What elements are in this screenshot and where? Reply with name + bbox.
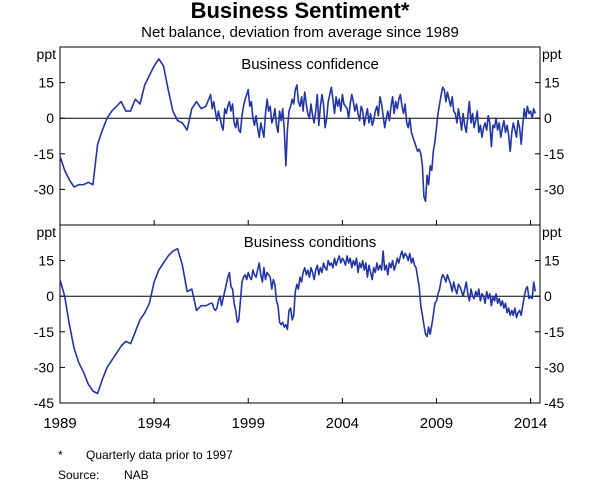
unit-label-left: ppt <box>37 46 57 62</box>
y-tick-label-right: -30 <box>544 359 564 375</box>
panel-title-confidence: Business confidence <box>241 56 379 73</box>
source-label: Source: <box>58 468 100 482</box>
y-tick-label-left: -15 <box>34 146 54 162</box>
unit-label-left: ppt <box>37 224 57 240</box>
panel-title-conditions: Business conditions <box>244 234 377 251</box>
y-tick-label-right: 0 <box>544 110 552 126</box>
y-tick-label-right: -15 <box>544 146 564 162</box>
panel-frame-conditions <box>59 224 541 404</box>
x-tick-label: 2004 <box>326 415 359 432</box>
series-line-conditions <box>59 247 537 395</box>
y-tick-label-right: 15 <box>544 75 560 91</box>
x-tick-label: 1999 <box>232 415 265 432</box>
panel-frame-confidence <box>59 46 541 226</box>
unit-label-right: ppt <box>542 46 562 62</box>
footnote-text: Quarterly data prior to 1997 <box>86 448 233 462</box>
y-tick-label-left: 0 <box>46 110 54 126</box>
y-tick-label-left: -45 <box>34 395 54 411</box>
unit-label-right: ppt <box>542 224 562 240</box>
x-tick-label: 2014 <box>514 415 547 432</box>
y-tick-label-right: 15 <box>544 253 560 269</box>
x-tick-label: 1989 <box>43 415 76 432</box>
y-tick-label-right: -30 <box>544 181 564 197</box>
y-tick-label-right: -45 <box>544 395 564 411</box>
chart-title: Business Sentiment* <box>190 0 410 23</box>
y-tick-label-left: 15 <box>38 253 54 269</box>
y-tick-label-left: -30 <box>34 359 54 375</box>
y-tick-label-left: 15 <box>38 75 54 91</box>
y-tick-label-left: -15 <box>34 324 54 340</box>
footnote-marker: * <box>58 448 63 462</box>
source-value: NAB <box>124 468 149 482</box>
x-tick-label: 2009 <box>420 415 453 432</box>
series-line-confidence <box>59 58 537 203</box>
chart-subtitle: Net balance, deviation from average sinc… <box>141 24 459 41</box>
x-tick-label: 1994 <box>137 415 170 432</box>
y-tick-label-left: 0 <box>46 288 54 304</box>
y-tick-label-right: 0 <box>544 288 552 304</box>
y-tick-label-right: -15 <box>544 324 564 340</box>
y-tick-label-left: -30 <box>34 181 54 197</box>
